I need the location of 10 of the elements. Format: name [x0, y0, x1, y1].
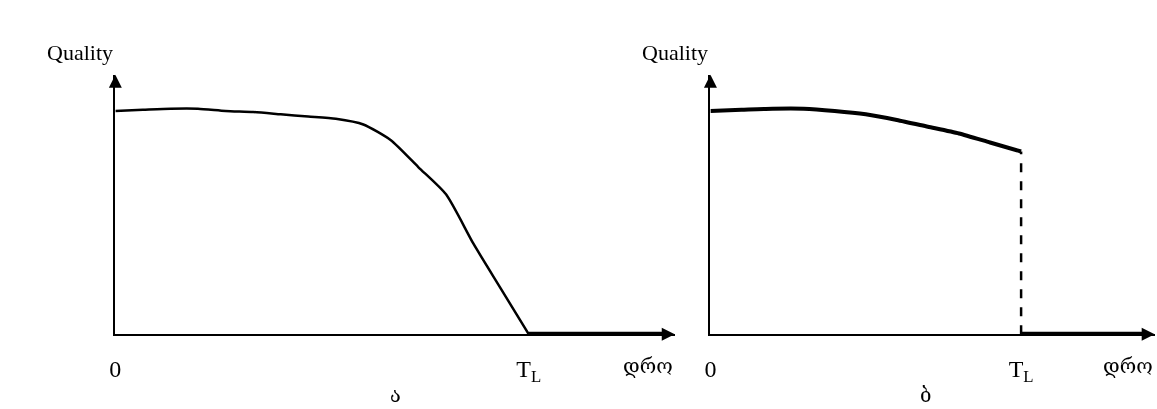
- x-tick-label: 0: [704, 355, 717, 382]
- text: ა: [390, 383, 401, 407]
- x-tick-label: T$_{L}$: [1008, 355, 1034, 386]
- text: ბ: [920, 383, 932, 407]
- y-axis-title: Quality: [47, 40, 113, 65]
- x-tick-label: 0: [109, 355, 122, 382]
- y-axis-title: Quality: [642, 40, 708, 65]
- x-tick-label: T$_{L}$: [516, 355, 542, 386]
- x-axis-title: დრო: [623, 354, 673, 378]
- x-axis-title: დრო: [1103, 354, 1153, 378]
